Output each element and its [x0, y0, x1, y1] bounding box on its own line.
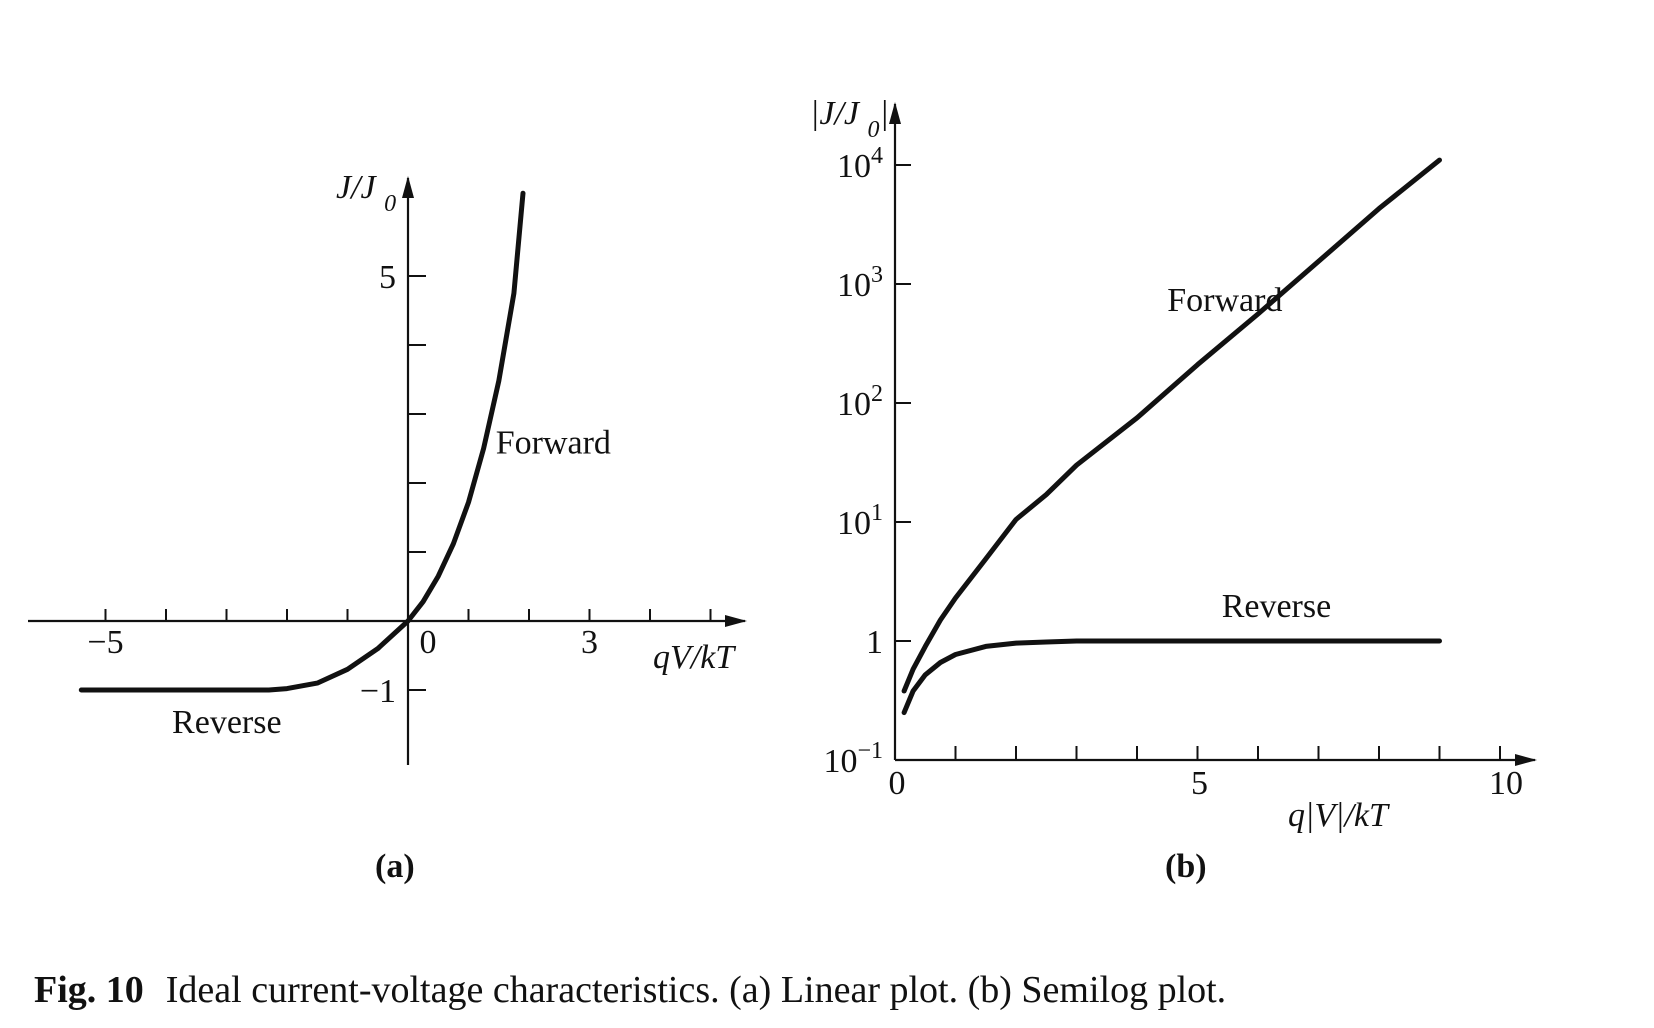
a-panel-label: (a) — [375, 848, 415, 885]
b-reverse-label: Reverse — [1222, 588, 1332, 625]
b-x-tick-label: 0 — [889, 765, 906, 802]
figure-number: Fig. 10 — [34, 969, 144, 1011]
b-panel-label: (b) — [1165, 848, 1207, 885]
a-x-tick-labels: −5 0 3 — [87, 624, 598, 661]
a-y-tick-labels: 5 −1 — [360, 259, 396, 710]
linear-plot-panel: −5 0 3 5 −1 Forward Reverse qV/kT J/J 0 (a) — [28, 169, 747, 885]
b-y-tick-label-base: 10 — [837, 267, 871, 304]
a-x-axis-label-text: qV/kT — [653, 639, 736, 676]
b-y-tick-label: 104 — [837, 143, 883, 185]
b-x-axis-label-text: q|V|/kT — [1288, 797, 1390, 834]
b-y-tick-label-exponent: 1 — [871, 500, 883, 526]
b-y-tick-label: 103 — [837, 262, 883, 304]
b-y-tick-label: 1 — [866, 624, 883, 661]
b-y-axis-label: |J/J 0| — [810, 95, 889, 143]
b-y-ticks — [895, 164, 911, 642]
a-x-tick-label: 3 — [581, 624, 598, 661]
b-forward-label: Forward — [1167, 282, 1282, 319]
a-reverse-label: Reverse — [172, 704, 282, 741]
a-y-ticks — [408, 275, 426, 691]
a-y-axis-label-text: J/J — [336, 169, 378, 206]
b-x-tick-labels: 0 5 10 — [889, 765, 1524, 802]
b-y-tick-label-base: 10 — [823, 743, 857, 780]
b-forward-curve — [901, 157, 1442, 694]
b-y-tick-label-exponent: 4 — [871, 143, 883, 169]
b-x-tick-label: 5 — [1191, 765, 1208, 802]
b-reverse-curve — [901, 638, 1442, 716]
a-y-axis-label-subscript: 0 — [384, 191, 396, 217]
b-y-tick-label: 101 — [837, 500, 883, 542]
b-y-tick-label-exponent: 2 — [871, 381, 883, 407]
b-y-tick-label-exponent: −1 — [857, 738, 883, 764]
a-x-ticks — [104, 609, 712, 621]
caption-text: Ideal current-voltage characteristics. (… — [165, 969, 1227, 1011]
a-forward-label: Forward — [496, 425, 611, 462]
b-x-tick-label: 10 — [1489, 765, 1523, 802]
b-y-tick-label-base: 10 — [837, 386, 871, 423]
b-y-axis-label-bar: | — [879, 95, 888, 132]
b-y-tick-label-base: 10 — [837, 505, 871, 542]
b-y-tick-label: 102 — [837, 381, 883, 423]
a-x-axis-label: qV/kT — [653, 639, 736, 676]
b-x-axis-label: q|V|/kT — [1288, 797, 1390, 834]
b-y-tick-label-base: 1 — [866, 624, 883, 661]
b-y-axis-label-text: |J/J — [810, 95, 861, 132]
b-y-axis-label-subscript: 0 — [867, 117, 879, 143]
a-current-voltage-curve — [78, 190, 526, 693]
b-y-tick-label: 10−1 — [823, 738, 883, 780]
a-y-tick-label: −1 — [360, 673, 396, 710]
a-x-tick-label: 0 — [420, 624, 437, 661]
a-x-tick-label: −5 — [87, 624, 123, 661]
b-y-tick-label-exponent: 3 — [871, 262, 883, 288]
a-y-tick-label: 5 — [379, 259, 396, 296]
figure-caption: Fig. 10 Ideal current-voltage characteris… — [34, 968, 1226, 1012]
b-x-ticks — [954, 746, 1501, 760]
a-y-axis-label: J/J 0 — [336, 169, 396, 217]
b-y-tick-label-base: 10 — [837, 148, 871, 185]
